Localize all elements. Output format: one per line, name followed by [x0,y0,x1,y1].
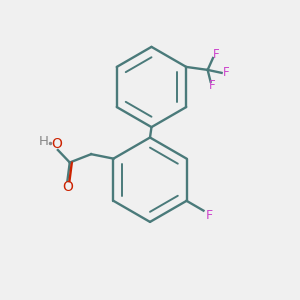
Text: F: F [223,66,230,80]
Text: F: F [206,209,213,222]
Text: F: F [213,48,220,61]
Text: H: H [39,135,49,148]
Text: O: O [62,180,73,194]
Text: F: F [209,79,215,92]
Text: O: O [51,137,62,151]
